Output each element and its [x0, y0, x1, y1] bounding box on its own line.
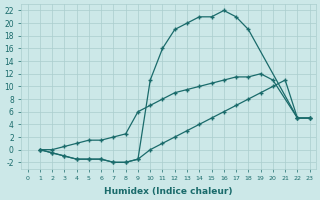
X-axis label: Humidex (Indice chaleur): Humidex (Indice chaleur) [104, 187, 233, 196]
